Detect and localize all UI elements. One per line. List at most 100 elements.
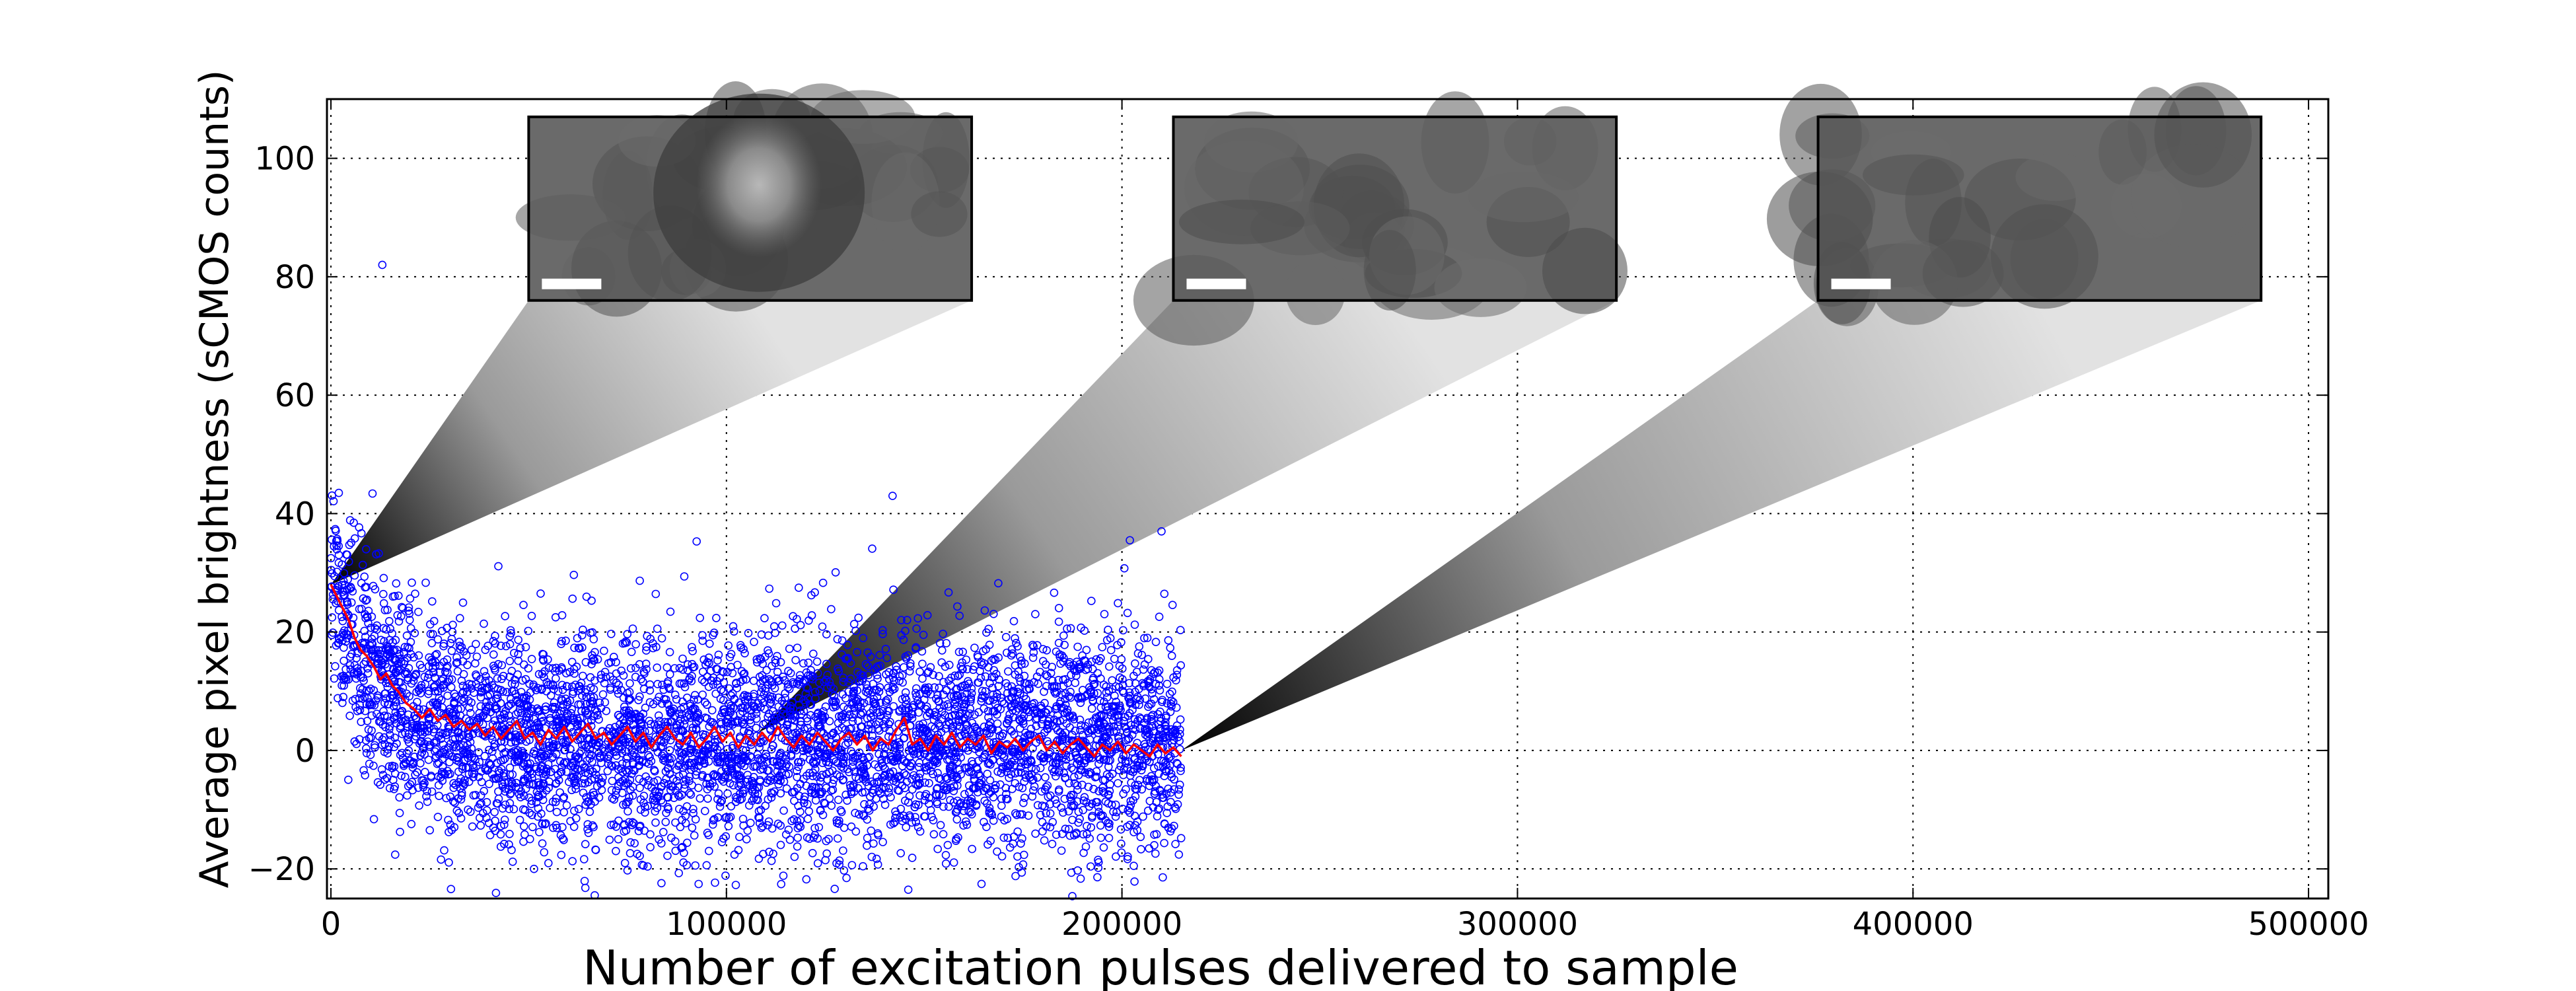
scatter-point bbox=[1038, 645, 1048, 653]
scatter-point bbox=[571, 781, 581, 789]
scatter-point bbox=[520, 693, 529, 702]
scatter-point bbox=[341, 637, 350, 646]
scatter-point bbox=[485, 780, 493, 788]
scatter-point bbox=[458, 778, 468, 787]
scatter-point bbox=[896, 849, 905, 858]
scatter-point bbox=[692, 537, 701, 546]
scatter-point bbox=[1149, 734, 1157, 743]
scatter-point bbox=[1059, 768, 1068, 778]
scatter-point bbox=[925, 709, 934, 717]
scatter-point bbox=[799, 659, 808, 668]
scatter-point bbox=[1149, 695, 1159, 704]
scatter-point bbox=[905, 667, 914, 676]
scatter-point bbox=[775, 761, 783, 770]
scatter-point bbox=[540, 848, 549, 857]
scatter-point bbox=[811, 694, 820, 703]
scatter-point bbox=[472, 640, 480, 649]
scatter-point bbox=[888, 673, 898, 682]
scatter-point bbox=[519, 778, 528, 786]
scatter-point bbox=[444, 815, 452, 825]
scatter-point bbox=[427, 639, 437, 647]
scatter-point bbox=[841, 694, 850, 703]
scatter-point bbox=[1096, 833, 1106, 842]
scatter-point bbox=[1104, 834, 1114, 842]
scatter-point bbox=[505, 799, 515, 807]
scatter-point bbox=[544, 784, 554, 792]
scatter-point bbox=[670, 837, 680, 846]
scatter-point bbox=[606, 672, 615, 681]
scatter-point bbox=[1099, 843, 1108, 852]
scatter-point bbox=[1066, 693, 1075, 702]
scatter-point bbox=[1125, 679, 1133, 688]
scatter-point bbox=[917, 701, 926, 710]
scatter-point bbox=[636, 805, 645, 814]
scatter-point bbox=[569, 823, 579, 831]
scatter-point bbox=[813, 716, 822, 724]
scatter-point bbox=[1030, 782, 1039, 791]
scatter-point bbox=[1068, 731, 1077, 739]
scatter-point bbox=[328, 595, 338, 604]
scatter-point bbox=[727, 802, 736, 811]
scatter-point bbox=[908, 854, 917, 862]
scatter-point bbox=[730, 850, 739, 859]
scatter-point bbox=[762, 666, 771, 675]
scatter-point bbox=[363, 595, 371, 605]
scatter-point bbox=[854, 784, 863, 793]
scatter-point bbox=[980, 692, 989, 702]
scatter-point bbox=[680, 848, 688, 858]
scatter-point bbox=[1004, 667, 1013, 676]
scatter-point bbox=[1017, 660, 1026, 669]
scatter-point bbox=[939, 785, 948, 794]
scatter-point bbox=[380, 775, 390, 784]
scatter-point bbox=[702, 780, 711, 788]
scatter-point bbox=[736, 677, 745, 686]
scatter-point bbox=[439, 639, 448, 648]
scatter-point bbox=[752, 705, 761, 714]
scatter-point bbox=[1104, 625, 1112, 634]
scatter-point bbox=[1155, 725, 1164, 733]
scatter-point bbox=[1110, 654, 1119, 663]
scatter-point bbox=[806, 700, 815, 709]
scatter-point bbox=[339, 577, 348, 585]
scatter-point bbox=[592, 782, 602, 791]
scatter-point bbox=[607, 786, 616, 795]
scatter-point bbox=[622, 754, 631, 763]
scatter-point bbox=[509, 747, 519, 756]
scatter-point bbox=[1075, 716, 1085, 724]
scatter-point bbox=[839, 710, 848, 719]
scatter-point bbox=[696, 714, 704, 723]
scatter-point bbox=[1123, 608, 1132, 618]
scatter-point bbox=[501, 612, 510, 620]
scatter-point bbox=[773, 651, 781, 661]
scatter-point bbox=[462, 683, 472, 692]
scatter-point bbox=[709, 820, 717, 829]
scatter-point bbox=[633, 850, 642, 858]
scatter-point bbox=[862, 778, 871, 786]
scatter-point bbox=[423, 737, 433, 746]
scatter-point bbox=[936, 821, 945, 830]
scatter-point bbox=[762, 778, 771, 787]
scatter-point bbox=[639, 791, 649, 800]
scatter-point bbox=[645, 752, 654, 762]
scatter-point bbox=[367, 623, 376, 632]
scatter-point bbox=[912, 688, 920, 698]
scatter-point bbox=[468, 822, 477, 831]
scatter-point bbox=[834, 667, 843, 676]
scatter-point bbox=[1166, 797, 1175, 807]
scatter-point bbox=[1131, 659, 1139, 668]
scatter-point bbox=[850, 767, 859, 776]
scatter-point bbox=[793, 643, 802, 652]
scatter-point bbox=[427, 787, 437, 796]
scatter-point bbox=[1169, 673, 1178, 682]
scatter-point bbox=[480, 619, 488, 628]
scatter-point bbox=[1161, 733, 1169, 741]
scatter-point bbox=[1122, 729, 1131, 737]
scatter-point bbox=[466, 807, 475, 816]
scatter-point bbox=[404, 710, 413, 719]
scatter-point bbox=[469, 722, 478, 731]
scatter-point bbox=[662, 695, 670, 704]
scatter-point bbox=[906, 659, 915, 668]
scatter-point bbox=[994, 682, 1003, 690]
scatter-point bbox=[1058, 731, 1067, 739]
scatter-point bbox=[566, 751, 575, 760]
